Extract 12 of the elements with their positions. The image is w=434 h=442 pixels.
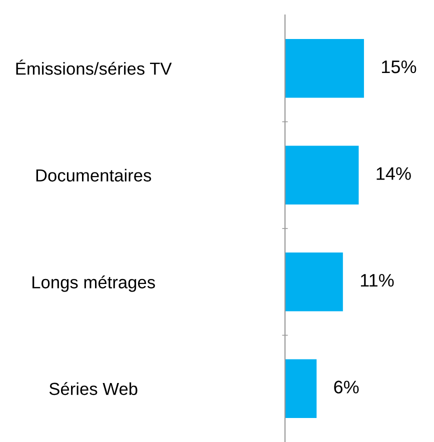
bar bbox=[285, 252, 343, 312]
bar bbox=[285, 39, 364, 98]
data-label: 6% bbox=[334, 380, 359, 394]
bar bbox=[285, 146, 359, 204]
y-tick-label: Émissions/séries TV bbox=[16, 60, 172, 75]
data-label: 14% bbox=[376, 167, 411, 180]
bar bbox=[285, 359, 317, 418]
y-tick-label: Séries Web bbox=[49, 382, 138, 396]
y-tick-label: Longs métrages bbox=[32, 275, 155, 292]
data-label: 11% bbox=[360, 274, 394, 287]
y-tick-label: Documentaires bbox=[36, 168, 152, 182]
data-label: 15% bbox=[382, 60, 416, 74]
